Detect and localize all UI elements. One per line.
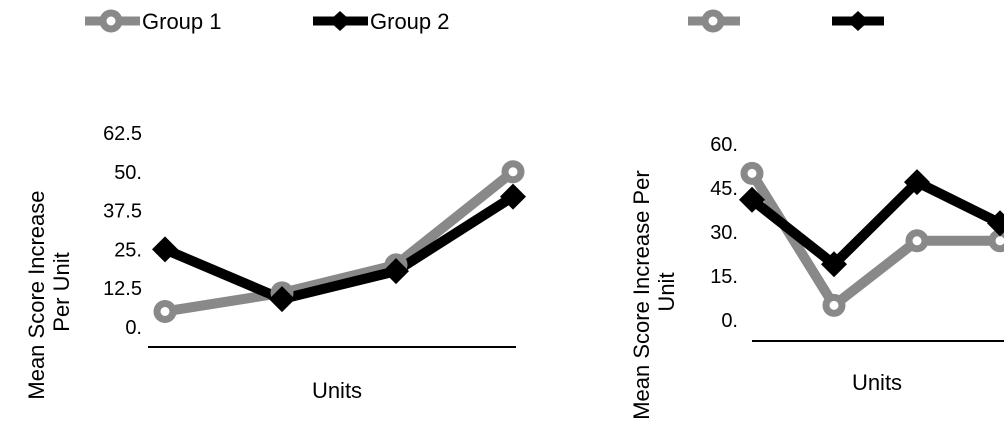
chart-1-series [152,160,526,323]
chart-1-series-2-point [383,258,409,285]
chart-1-y-axis-title: Mean Score Increase Per Unit [24,184,74,399]
chart-1-x-axis-title: Units [312,378,362,403]
legend-swatch-group-1-marker [99,9,123,33]
chart-2-series-1-point [988,229,1004,253]
chart-2-y-tick-label: 15. [710,266,738,288]
chart-2-x-axis-title: Units [852,370,902,395]
legend-chart-1: Group 1 Group 2 [85,9,450,34]
chart-1-series-1-line [164,167,517,317]
chart-1-y-tick-label: 0. [125,317,142,339]
chart-2-y-tick-label: 0. [721,310,738,332]
chart-1-y-axis-title-line-2: Per Unit [49,252,74,331]
chart-1-series-2-point [152,236,178,263]
chart-1-series-2-point [500,183,526,210]
chart-2-y-axis-title-line-1: Mean Score Increase Per [629,170,654,419]
legend-item-chart-2-series-1 [688,9,740,33]
chart-2: Units Mean Score Increase Per Unit 0. 15.… [629,134,1004,420]
chart-1-y-tick-label: 50. [114,162,142,184]
chart-2-y-ticks: 0. 15. 30. 45. 60. [710,134,738,332]
chart-1-y-tick-label: 25. [114,239,142,261]
chart-2-series [739,161,1004,317]
chart-2-y-tick-label: 60. [710,134,738,156]
chart-2-y-tick-label: 45. [710,178,738,200]
chart-2-y-axis-title-line-2: Unit [654,272,679,311]
legend-item-group-2: Group 2 [313,9,450,34]
chart-1-y-tick-label: 62.5 [103,123,142,145]
legend-item-chart-2-series-2 [832,11,884,31]
chart-1-series-2-point [269,286,295,313]
legend-swatch-group-2-marker [329,11,351,31]
chart-1-y-axis-title-line-1: Mean Score Increase [24,191,49,400]
chart-2-series-1-point [822,293,846,317]
chart-1-y-tick-label: 37.5 [103,201,142,223]
chart-2-series-2-point [904,169,930,196]
chart-1: Units Mean Score Increase Per Unit 0. 12.… [24,123,526,403]
chart-2-series-1-point [740,161,764,185]
chart-2-y-axis-title: Mean Score Increase Per Unit [629,164,679,420]
chart-2-y-tick-label: 30. [710,222,738,244]
chart-1-y-tick-label: 12.5 [103,278,142,300]
legend-label-group-2: Group 2 [370,9,450,34]
chart-2-series-1-point [905,229,929,253]
chart-2-series-2-line [748,177,1003,270]
chart-1-series-1-point [153,299,177,323]
chart-1-series-1-point [501,160,525,184]
chart-1-y-ticks: 0. 12.5 25. 37.5 50. 62.5 [103,123,142,339]
legend-item-group-1: Group 1 [85,9,222,34]
chart-2-series-2-point [821,251,847,278]
legend-label-group-1: Group 1 [142,9,222,34]
chart-1-series-2-line [163,192,516,305]
chart-2-series-2-point [739,186,765,213]
legend-swatch-chart-2-series-1-marker [701,9,725,33]
legend-swatch-chart-2-series-2-marker [847,11,869,31]
legend-chart-2 [688,9,884,33]
chart-2-series-2-point [987,210,1004,237]
chart-2-series-1-line [747,170,1000,311]
